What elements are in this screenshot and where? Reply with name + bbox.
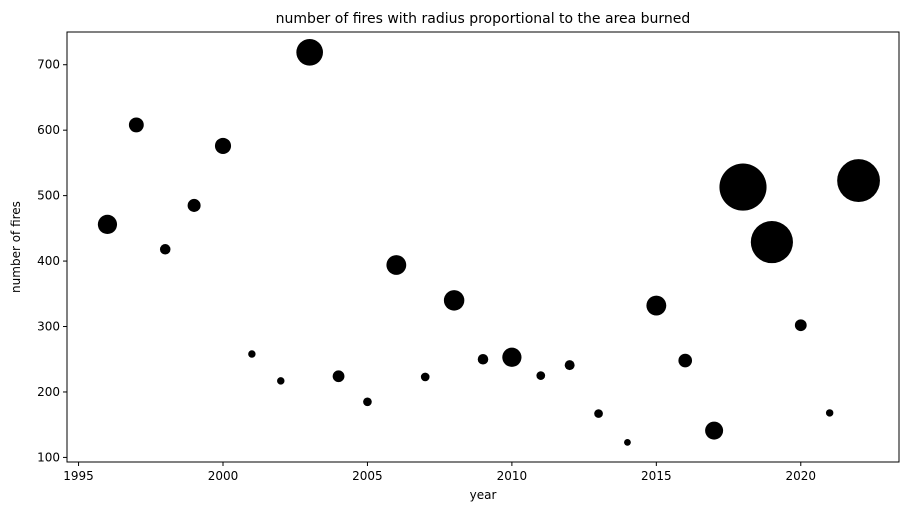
scatter-point bbox=[594, 409, 603, 418]
scatter-point bbox=[564, 360, 575, 371]
scatter-point bbox=[187, 198, 201, 212]
scatter-point bbox=[477, 353, 489, 365]
y-tick-label: 300 bbox=[37, 320, 60, 334]
x-axis-title: year bbox=[470, 488, 497, 502]
y-tick-label: 100 bbox=[37, 450, 60, 464]
scatter-point bbox=[214, 137, 232, 154]
scatter-point bbox=[705, 421, 724, 440]
x-tick-label: 1995 bbox=[63, 469, 94, 483]
x-tick-label: 2015 bbox=[641, 469, 672, 483]
y-tick-label: 400 bbox=[37, 254, 60, 268]
y-axis: 100 200 300 400 500 600 700 bbox=[37, 58, 67, 464]
scatter-point bbox=[420, 372, 430, 382]
y-tick-label: 700 bbox=[37, 58, 60, 72]
scatter-point bbox=[624, 438, 631, 446]
y-axis-title: number of fires bbox=[9, 201, 23, 293]
scatter-point bbox=[128, 117, 144, 133]
scatter-point bbox=[678, 353, 693, 368]
scatter-point bbox=[837, 159, 880, 202]
scatter-point bbox=[536, 371, 546, 380]
scatter-point bbox=[794, 319, 807, 332]
y-tick-label: 500 bbox=[37, 189, 60, 203]
scatter-point bbox=[159, 244, 171, 255]
scatter-point bbox=[248, 350, 256, 358]
y-tick-label: 600 bbox=[37, 123, 60, 137]
x-tick-label: 2000 bbox=[208, 469, 239, 483]
scatter-point bbox=[332, 370, 345, 383]
x-tick-label: 2010 bbox=[497, 469, 528, 483]
scatter-point bbox=[646, 295, 667, 316]
scatter-point bbox=[296, 38, 323, 66]
scatter-point bbox=[719, 163, 767, 211]
scatter-point bbox=[443, 290, 465, 311]
plot-frame bbox=[66, 31, 900, 463]
chart-title: number of fires with radius proportional… bbox=[276, 11, 691, 27]
scatter-point bbox=[277, 377, 285, 385]
points-layer bbox=[97, 38, 880, 446]
scatter-point bbox=[97, 214, 118, 235]
scatter-point bbox=[386, 255, 407, 275]
x-axis: 1995 2000 2005 2010 2015 2020 bbox=[63, 462, 816, 483]
x-tick-label: 2020 bbox=[786, 469, 817, 483]
scatter-point bbox=[750, 221, 793, 264]
scatter-point bbox=[502, 347, 522, 367]
scatter-point bbox=[825, 409, 834, 417]
scatter-point bbox=[363, 397, 372, 407]
y-tick-label: 200 bbox=[37, 385, 60, 399]
x-tick-label: 2005 bbox=[352, 469, 383, 483]
